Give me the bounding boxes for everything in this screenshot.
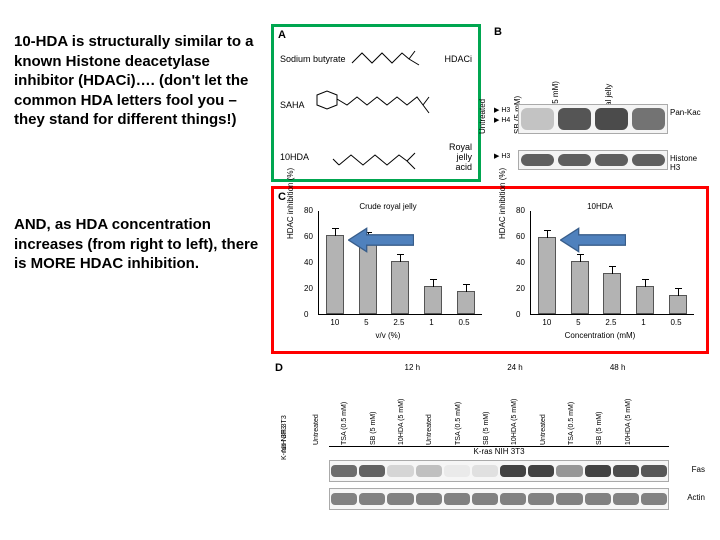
- histone-marker: ▶ H4: [494, 116, 510, 124]
- d-blot-row: [329, 488, 669, 510]
- xtick-row: 1052.510.5: [530, 318, 694, 327]
- bar-chart: 10HDAHDAC inhibition (%)Concentration (m…: [500, 199, 700, 339]
- bar-chart: Crude royal jellyHDAC inhibition (%)v/v …: [288, 199, 488, 339]
- ytick: 20: [516, 284, 525, 293]
- chem-structure-icon: [311, 87, 431, 123]
- panel-b: B UntreatedSB (5 mM)10HDA (5 mM)5% Royal…: [490, 24, 708, 182]
- bar: [326, 235, 344, 314]
- ytick: 0: [516, 310, 520, 319]
- time-header-row: 12 h24 h48 h: [361, 363, 669, 372]
- ytick: 40: [304, 258, 313, 267]
- cell-type-divider: K-ras NIH 3T3: [329, 446, 669, 456]
- chart-xlabel: v/v (%): [288, 331, 488, 340]
- d-blot-row: [329, 460, 669, 482]
- panel-a: A Sodium butyrateHDACiSAHA10HDARoyal jel…: [271, 24, 481, 182]
- bar: [669, 295, 687, 314]
- chart-title: Crude royal jelly: [288, 202, 488, 211]
- trend-arrow-icon: [560, 227, 626, 253]
- chem-label: SAHA: [280, 100, 305, 110]
- panel-d-letter: D: [275, 362, 283, 374]
- blot-row: [518, 150, 668, 170]
- ytick: 80: [516, 206, 525, 215]
- chem-structure-icon: [329, 139, 419, 175]
- panel-c: C Crude royal jellyHDAC inhibition (%)v/…: [271, 186, 709, 354]
- blot-row: [518, 104, 668, 134]
- chem-label: 10HDA: [280, 152, 309, 162]
- chart-ylabel: HDAC inhibition (%): [286, 168, 295, 239]
- d-side-label: Fas: [692, 465, 705, 474]
- bar: [457, 291, 475, 314]
- chem-row: Sodium butyrate HDACi: [280, 39, 472, 79]
- bar: [571, 261, 589, 314]
- chart-ylabel: HDAC inhibition (%): [498, 168, 507, 239]
- ytick: 0: [304, 310, 308, 319]
- chem-label: Sodium butyrate: [280, 54, 346, 64]
- ytick: 80: [304, 206, 313, 215]
- paragraph-2: AND, as HDA concentration increases (fro…: [14, 215, 264, 274]
- chart-title: 10HDA: [500, 202, 700, 211]
- ytick: 20: [304, 284, 313, 293]
- chem-right-label: Royal jelly acid: [438, 142, 472, 172]
- panel-d: D 12 h24 h48 h UntreatedTSA (0.5 mM)SB (5…: [271, 360, 709, 520]
- ytick: 60: [304, 232, 313, 241]
- trend-arrow-icon: [348, 227, 414, 253]
- bar: [538, 237, 556, 314]
- bar: [391, 261, 409, 314]
- histone-marker: ▶ H3: [494, 152, 510, 160]
- histone-marker: ▶ H3: [494, 106, 510, 114]
- ytick: 60: [516, 232, 525, 241]
- chem-right-label: HDACi: [438, 54, 472, 64]
- d-side-label: Actin: [687, 493, 705, 502]
- chem-structure-icon: [347, 41, 437, 77]
- panel-c-letter: C: [278, 191, 286, 203]
- cell-line-label: K-ras NIH 3T3: [281, 415, 288, 460]
- chart-xlabel: Concentration (mM): [500, 331, 700, 340]
- ytick: 40: [516, 258, 525, 267]
- blot-side-label: Pan-Kac: [670, 108, 708, 117]
- d-column-labels: UntreatedTSA (0.5 mM)SB (5 mM)10HDA (5 m…: [329, 380, 669, 440]
- bar: [424, 286, 442, 314]
- chem-row: SAHA: [280, 85, 472, 125]
- bar: [603, 273, 621, 314]
- bar: [636, 286, 654, 314]
- paragraph-1: 10-HDA is structurally similar to a know…: [14, 32, 264, 130]
- panel-b-letter: B: [494, 26, 502, 38]
- chem-row: 10HDA Royal jelly acid: [280, 137, 472, 177]
- blot-column-labels: UntreatedSB (5 mM)10HDA (5 mM)5% Royal j…: [538, 24, 706, 84]
- xtick-row: 1052.510.5: [318, 318, 482, 327]
- blot-side-label: Histone H3: [670, 154, 708, 172]
